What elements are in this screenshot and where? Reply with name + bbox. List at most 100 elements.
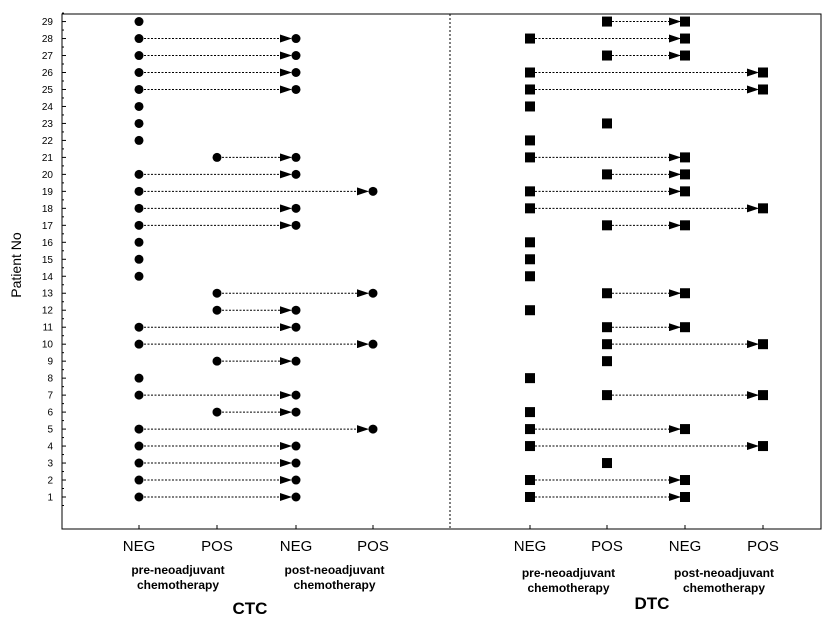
pre-point <box>525 441 535 452</box>
post-point <box>680 288 690 299</box>
pre-point <box>602 390 612 401</box>
post-point <box>758 67 768 78</box>
pre-point <box>525 424 535 435</box>
panel-title: DTC <box>635 594 670 613</box>
pre-point <box>134 322 144 332</box>
y-tick-label: 13 <box>42 289 54 300</box>
y-tick-label: 1 <box>47 493 53 504</box>
post-point <box>291 356 301 366</box>
pre-point <box>525 475 535 486</box>
y-tick-label: 23 <box>42 119 54 130</box>
single-point <box>525 373 535 384</box>
pre-point <box>525 186 535 197</box>
pre-point <box>134 441 144 451</box>
y-tick-label: 28 <box>42 34 54 45</box>
y-tick-label: 27 <box>42 51 54 62</box>
post-point <box>758 339 768 350</box>
y-tick-label: 5 <box>47 425 53 436</box>
single-point <box>602 458 612 469</box>
single-point <box>134 101 144 111</box>
y-tick-label: 16 <box>42 238 54 249</box>
x-category-label: NEG <box>669 538 702 555</box>
y-tick-label: 3 <box>47 459 53 470</box>
post-point <box>368 424 378 434</box>
pre-point <box>212 407 222 417</box>
single-point <box>525 237 535 248</box>
phase-label: chemotherapy <box>293 578 375 592</box>
x-category-label: NEG <box>280 538 313 555</box>
post-point <box>680 50 690 61</box>
post-point <box>291 390 301 400</box>
x-category-label: POS <box>357 538 389 555</box>
pre-point <box>134 186 144 196</box>
single-point <box>525 254 535 265</box>
y-tick-label: 14 <box>42 272 54 283</box>
single-point <box>525 135 535 146</box>
post-point <box>680 492 690 502</box>
post-point <box>291 441 301 451</box>
pre-point <box>212 288 222 298</box>
pre-point <box>134 390 144 400</box>
y-tick-label: 8 <box>47 374 53 385</box>
y-tick-label: 22 <box>42 136 54 147</box>
y-tick-label: 21 <box>42 153 54 164</box>
phase-label: chemotherapy <box>137 578 219 592</box>
post-point <box>680 33 690 44</box>
panel-title: CTC <box>233 599 268 618</box>
x-category-label: NEG <box>514 538 547 555</box>
plot-frame <box>61 13 822 530</box>
pre-point <box>134 84 144 94</box>
phase-label: chemotherapy <box>527 581 609 595</box>
post-point <box>291 475 301 485</box>
panel-dtc: NEG POS NEG POSpre-neoadjuvantchemotherapyp… <box>514 16 779 613</box>
y-tick-label: 19 <box>42 187 54 198</box>
post-point <box>291 322 301 332</box>
pre-point <box>212 305 222 315</box>
post-point <box>758 441 768 452</box>
pre-point <box>602 169 612 180</box>
post-point <box>680 322 690 333</box>
pre-point <box>134 492 144 502</box>
phase-label: pre-neoadjuvant <box>522 566 615 580</box>
post-point <box>680 186 690 197</box>
single-point <box>525 271 535 282</box>
y-axis-ticks: 1234567891011121314151617181920212223242… <box>42 12 66 506</box>
pre-point <box>134 51 144 61</box>
y-tick-label: 2 <box>47 476 53 487</box>
y-tick-label: 11 <box>43 323 54 334</box>
post-point <box>758 84 768 95</box>
post-point <box>368 339 378 349</box>
post-point <box>291 407 301 417</box>
y-tick-label: 24 <box>42 102 54 113</box>
single-point <box>134 17 144 27</box>
panel-ctc: NEG POS NEG POSpre-neoadjuvantchemotherapyp… <box>123 17 389 618</box>
y-axis-title: Patient No <box>8 232 24 298</box>
y-tick-label: 9 <box>47 357 53 368</box>
post-point <box>291 152 301 162</box>
pre-point <box>134 475 144 485</box>
post-point <box>291 51 301 61</box>
post-point <box>680 475 690 486</box>
post-point <box>680 169 690 180</box>
pre-point <box>134 34 144 44</box>
pre-point <box>212 152 222 162</box>
single-point <box>134 254 144 264</box>
x-category-label: POS <box>591 538 623 555</box>
pre-point <box>134 203 144 213</box>
post-point <box>291 492 301 502</box>
post-point <box>368 288 378 298</box>
y-tick-label: 17 <box>42 221 54 232</box>
post-point <box>680 152 690 163</box>
post-point <box>291 68 301 77</box>
single-point <box>134 373 144 383</box>
pre-point <box>525 84 535 95</box>
pre-point <box>602 220 612 231</box>
pre-point <box>134 68 144 77</box>
pre-point <box>134 424 144 434</box>
pre-point <box>525 152 535 163</box>
phase-label: chemotherapy <box>683 581 765 595</box>
post-point <box>291 305 301 315</box>
y-tick-label: 10 <box>42 340 54 351</box>
y-tick-label: 4 <box>47 442 53 453</box>
